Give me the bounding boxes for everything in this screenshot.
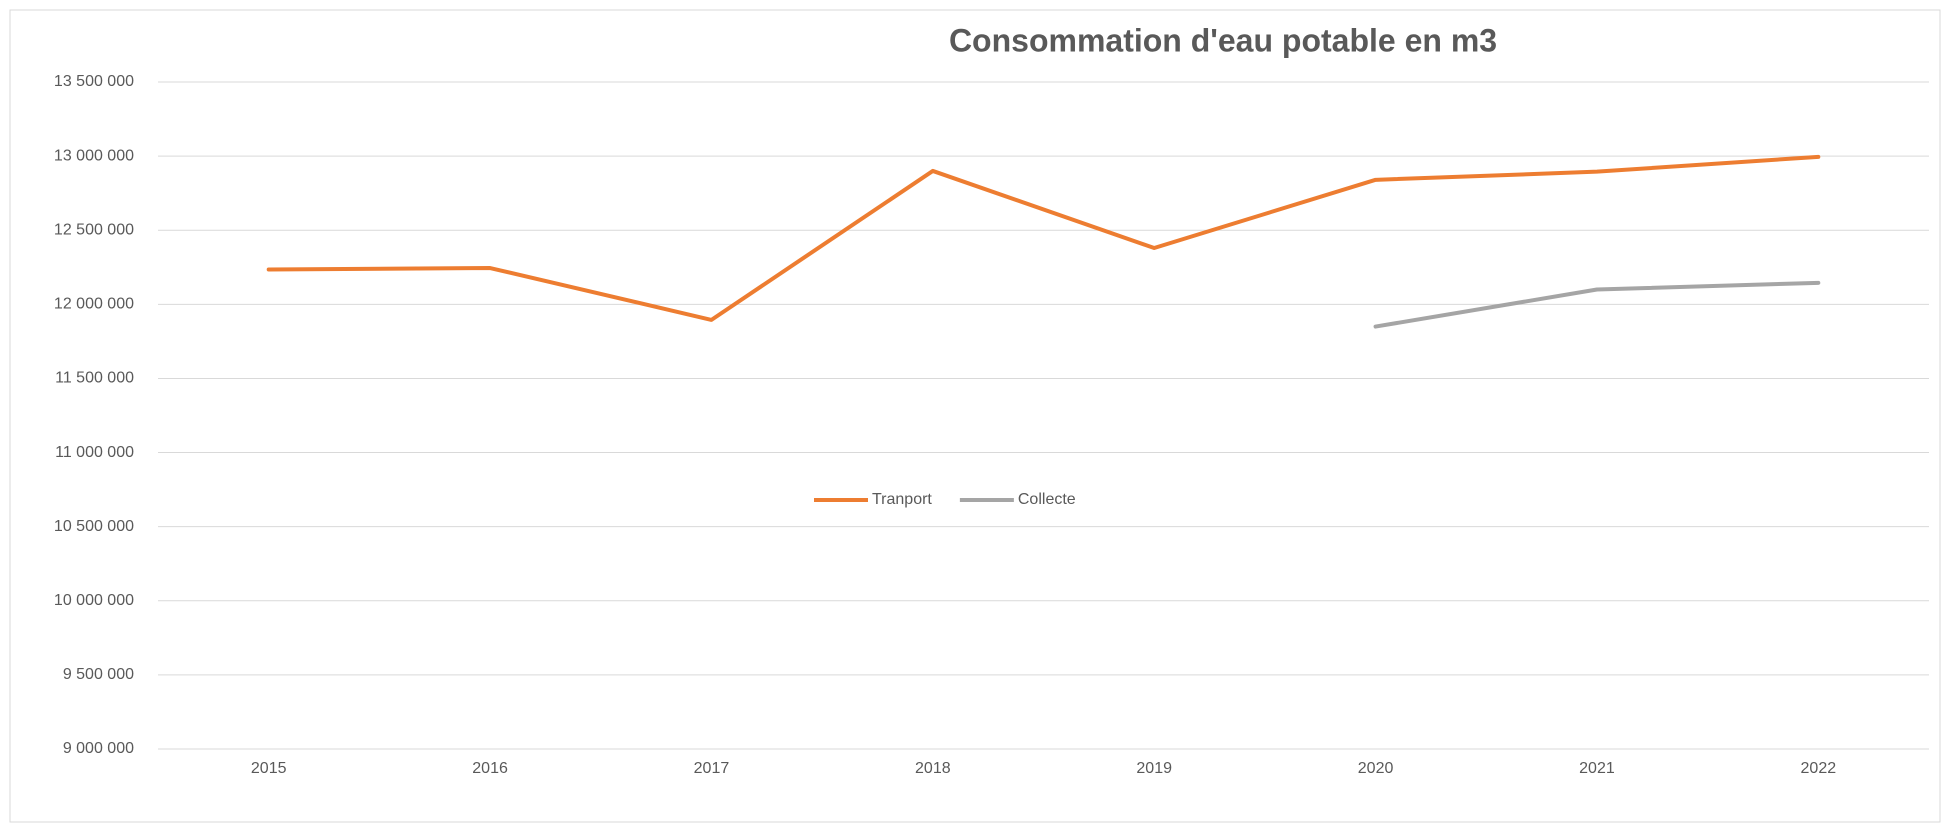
y-tick-label: 11 500 000 [55,370,134,387]
y-tick-label: 13 500 000 [54,73,134,90]
x-tick-label: 2022 [1801,760,1837,777]
line-series [1373,280,1821,329]
y-tick-label: 9 000 000 [63,740,134,757]
x-tick-label: 2019 [1136,760,1172,777]
line-series [266,154,1821,322]
x-tick-label: 2016 [472,760,508,777]
chart-title: Consommation d'eau potable en m3 [949,22,1497,58]
legend-label: Tranport [872,491,932,508]
y-tick-label: 9 500 000 [63,666,134,683]
x-tick-label: 2017 [694,760,730,777]
y-tick-label: 10 500 000 [54,518,134,535]
y-tick-label: 12 000 000 [54,296,134,313]
x-tick-label: 2021 [1579,760,1615,777]
y-tick-label: 13 000 000 [54,147,134,164]
y-tick-label: 11 000 000 [55,444,134,461]
x-tick-label: 2018 [915,760,951,777]
y-tick-label: 10 000 000 [54,592,134,609]
chart-frame [9,9,1941,823]
x-tick-label: 2020 [1358,760,1394,777]
x-tick-label: 2015 [251,760,287,777]
legend-label: Collecte [1018,491,1076,508]
y-tick-label: 12 500 000 [54,221,134,238]
